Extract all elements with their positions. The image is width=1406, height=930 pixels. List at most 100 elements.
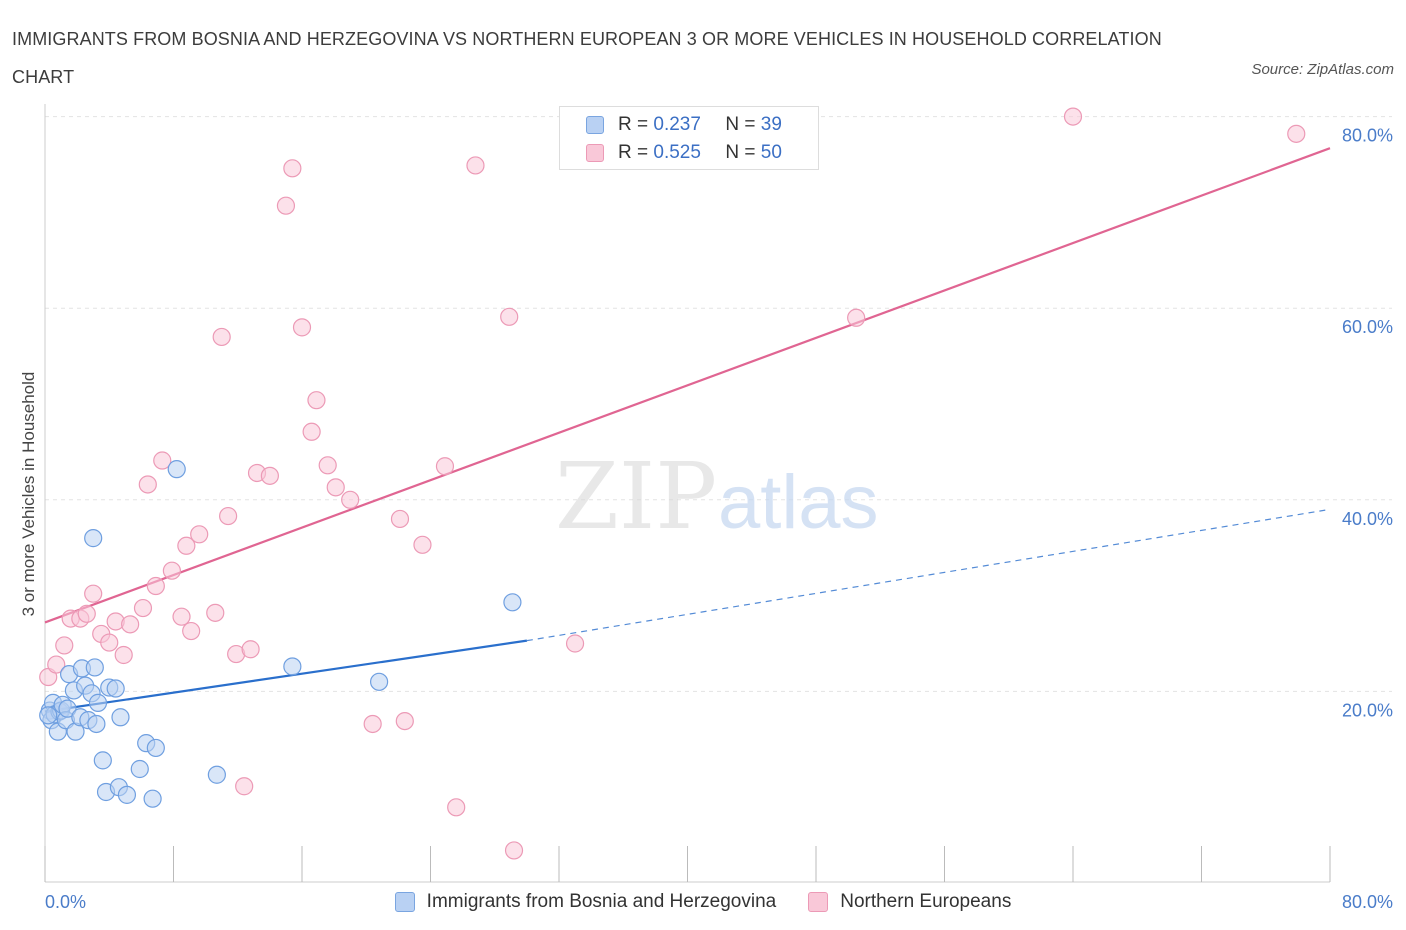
legend-swatch-blue xyxy=(586,116,604,134)
bosnia-point xyxy=(117,785,137,804)
legend-r-value-blue: 0.237 xyxy=(653,114,701,135)
northern-europeans-point xyxy=(307,391,326,410)
northern-europeans-point xyxy=(100,633,119,652)
bosnia-trend-line xyxy=(44,639,528,713)
northern-europeans-point xyxy=(466,156,485,175)
source-label: Source: ZipAtlas.com xyxy=(1251,61,1394,78)
northern-europeans-point xyxy=(172,607,191,626)
y-tick-label: 40.0% xyxy=(1342,509,1393,529)
bosnia-point xyxy=(207,765,226,784)
legend-r-value-pink: 0.525 xyxy=(653,142,701,163)
northern-europeans-point xyxy=(283,159,302,178)
bosnia-point xyxy=(88,693,108,712)
northern-europeans-point xyxy=(206,603,225,622)
northern-europeans-point xyxy=(241,640,260,659)
northern-europeans-point xyxy=(390,509,410,529)
legend-item-bosnia[interactable]: Immigrants from Bosnia and Herzegovina xyxy=(394,891,777,913)
northern-europeans-point xyxy=(138,475,157,494)
northern-europeans-point xyxy=(447,798,466,817)
bosnia-point xyxy=(167,460,186,479)
northern-europeans-point xyxy=(302,422,321,441)
legend-swatch-pink xyxy=(808,892,829,912)
bosnia-point xyxy=(85,658,104,677)
legend-item-northern[interactable]: Northern Europeans xyxy=(808,891,1011,913)
northern-europeans-point xyxy=(565,634,585,653)
y-tick-label: 60.0% xyxy=(1342,317,1393,337)
legend-row-northern: R = 0.525 N = 50 xyxy=(586,140,782,166)
bosnia-point xyxy=(503,593,522,612)
legend-row-bosnia: R = 0.237 N = 39 xyxy=(586,112,782,138)
northern-europeans-point xyxy=(114,645,133,665)
series-legend: Immigrants from Bosnia and Herzegovina N… xyxy=(0,888,1406,916)
northern-europeans-point xyxy=(212,327,231,347)
watermark-atlas: atlas xyxy=(718,460,879,545)
northern-europeans-points xyxy=(39,107,1306,860)
bosnia-point xyxy=(39,706,58,725)
legend-swatch-pink xyxy=(586,144,604,162)
northern-europeans-point xyxy=(77,604,96,623)
northern-europeans-point xyxy=(435,457,455,476)
northern-europeans-point xyxy=(260,466,279,485)
x-tick-label: 80.0% xyxy=(1342,892,1393,912)
bosnia-points xyxy=(39,460,522,808)
bosnia-point xyxy=(93,751,112,770)
northern-europeans-point xyxy=(341,490,360,509)
bosnia-point xyxy=(146,738,165,758)
northern-europeans-point xyxy=(292,318,312,337)
northern-europeans-point xyxy=(162,561,181,580)
northern-europeans-point xyxy=(146,576,165,596)
northern-europeans-point xyxy=(182,621,201,641)
northern-europeans-point xyxy=(504,841,524,860)
northern-europeans-point xyxy=(190,525,209,544)
bosnia-point xyxy=(111,708,130,727)
northern-europeans-point xyxy=(318,456,337,475)
northern-europeans-point xyxy=(55,636,74,655)
northern-europeans-point xyxy=(1287,124,1306,143)
legend-n-value-blue: 39 xyxy=(760,114,782,135)
northern-europeans-point xyxy=(276,196,296,215)
y-tick-label: 20.0% xyxy=(1342,700,1393,720)
axes xyxy=(44,104,1331,883)
bosnia-point xyxy=(106,679,125,698)
x-tick-label: 0.0% xyxy=(45,892,86,912)
grid-lines xyxy=(45,116,1392,692)
trend-lines xyxy=(44,147,1331,713)
northern-europeans-point xyxy=(1063,107,1083,126)
northern-europeans-point xyxy=(84,584,103,603)
bosnia-point xyxy=(87,714,106,734)
bosnia-point xyxy=(130,759,149,779)
legend-swatch-blue xyxy=(394,892,415,912)
northern-europeans-point xyxy=(326,478,345,497)
legend-label-bosnia: Immigrants from Bosnia and Herzegovina xyxy=(426,891,777,912)
northern-europeans-point xyxy=(219,506,238,526)
northern-europeans-point xyxy=(395,711,414,731)
legend-n-label: N = xyxy=(725,114,756,135)
legend-n-value-pink: 50 xyxy=(760,142,782,163)
tick-labels: 20.0% 40.0% 60.0% 80.0% 0.0% 80.0% xyxy=(45,126,1393,912)
northern-europeans-point xyxy=(235,777,254,796)
bosnia-point xyxy=(283,657,302,676)
bosnia-point xyxy=(84,529,103,548)
bosnia-point xyxy=(370,672,389,691)
y-axis-label: 3 or more Vehicles in Household xyxy=(19,372,38,617)
northern-europeans-point xyxy=(153,451,172,470)
northern-europeans-point xyxy=(847,308,866,327)
bosnia-point xyxy=(58,699,77,718)
northern-europeans-point xyxy=(500,307,519,326)
bosnia-trend-extension xyxy=(526,508,1331,642)
bosnia-point xyxy=(143,789,162,808)
northern-europeans-point xyxy=(133,598,153,618)
northern-europeans-point xyxy=(177,536,196,555)
northern-europeans-point xyxy=(121,615,140,634)
northern-europeans-point xyxy=(413,535,432,554)
chart-title: IMMIGRANTS FROM BOSNIA AND HERZEGOVINA V… xyxy=(12,29,1162,87)
legend-label-northern: Northern Europeans xyxy=(840,891,1012,912)
legend-r-label: R = xyxy=(618,142,649,163)
legend-r-label: R = xyxy=(618,114,649,135)
stats-legend: R = 0.237 N = 39 R = 0.525 N = 50 xyxy=(559,106,819,170)
northern-europeans-point xyxy=(47,655,66,674)
northern-trend-line xyxy=(44,147,1331,624)
northern-europeans-point xyxy=(363,714,382,734)
legend-n-label: N = xyxy=(725,142,756,163)
